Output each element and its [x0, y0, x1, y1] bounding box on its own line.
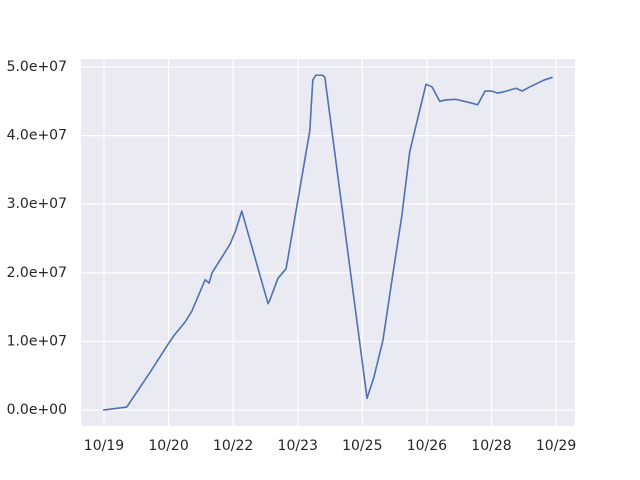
- x-tick-label: 10/29: [536, 438, 576, 454]
- y-tick-label: 5.0e+07: [7, 59, 67, 75]
- plot-area: [81, 59, 575, 426]
- x-tick-label: 10/20: [148, 438, 188, 454]
- x-tick-label: 10/23: [278, 438, 318, 454]
- y-tick-label: 1.0e+07: [7, 333, 67, 349]
- y-tick-label: 2.0e+07: [7, 265, 67, 281]
- y-tick-label: 3.0e+07: [7, 196, 67, 212]
- x-tick-label: 10/22: [213, 438, 253, 454]
- data-line: [103, 74, 553, 411]
- x-tick-label: 10/28: [471, 438, 511, 454]
- x-tick-label: 10/25: [342, 438, 382, 454]
- x-tick-label: 10/19: [84, 438, 124, 454]
- y-tick-label: 0.0e+00: [7, 402, 67, 418]
- x-tick-label: 10/26: [407, 438, 447, 454]
- y-tick-label: 4.0e+07: [7, 128, 67, 144]
